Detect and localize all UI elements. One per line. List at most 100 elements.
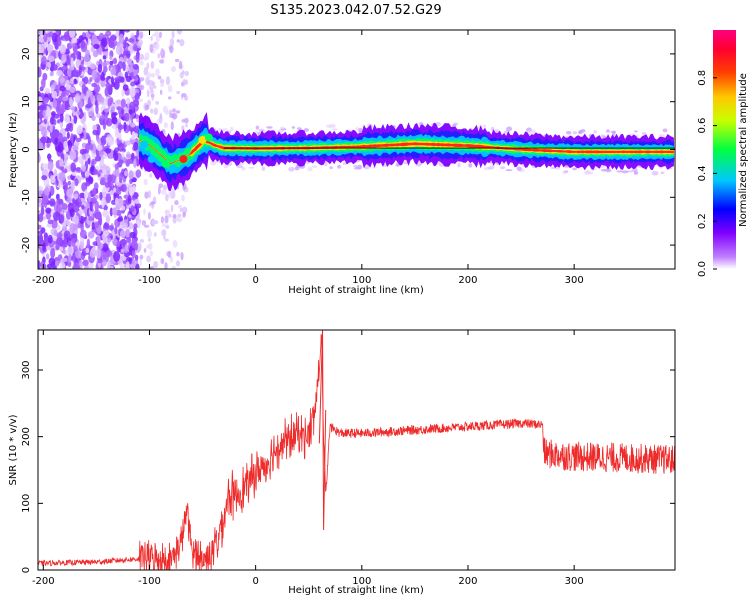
heatmap-cell bbox=[66, 131, 70, 140]
heatmap-cell bbox=[164, 262, 168, 269]
heatmap-cell bbox=[662, 128, 668, 133]
heatmap-blob bbox=[204, 133, 213, 142]
heatmap-cell bbox=[605, 167, 612, 173]
heatmap-cell bbox=[102, 169, 107, 175]
snr-y-tick-label: 0 bbox=[21, 567, 32, 573]
heatmap-cell bbox=[128, 109, 133, 115]
heatmap-cell bbox=[60, 262, 66, 269]
heatmap-cell bbox=[120, 108, 124, 115]
heatmap-cell bbox=[76, 167, 81, 173]
heatmap-cell bbox=[74, 93, 81, 104]
heatmap-cell bbox=[146, 255, 151, 263]
heatmap-cell bbox=[184, 70, 190, 76]
heatmap-cell bbox=[167, 250, 172, 259]
heatmap-cell bbox=[123, 112, 130, 122]
heatmap-cell bbox=[99, 191, 103, 201]
heatmap-cell bbox=[67, 140, 73, 151]
heatmap-cell bbox=[108, 37, 115, 49]
heatmap-cell bbox=[105, 147, 112, 154]
heatmap-cell bbox=[169, 38, 175, 47]
heatmap-cell bbox=[107, 139, 114, 147]
heatmap-cell bbox=[150, 61, 155, 69]
heatmap-cell bbox=[75, 265, 81, 269]
heatmap-cell bbox=[87, 231, 95, 239]
heatmap-cell bbox=[104, 182, 111, 188]
heatmap-cell bbox=[64, 127, 71, 132]
heatmap-cell bbox=[176, 90, 181, 95]
heatmap-cell bbox=[104, 86, 109, 97]
heatmap-cell bbox=[124, 243, 129, 254]
heatmap-cell bbox=[61, 65, 68, 71]
heatmap-cell bbox=[170, 66, 177, 73]
heatmap-cell bbox=[74, 205, 79, 214]
heatmap-cell bbox=[41, 78, 46, 89]
heatmap-cell bbox=[38, 224, 42, 230]
heatmap-cell bbox=[62, 249, 66, 255]
heatmap-cell bbox=[150, 265, 155, 269]
heatmap-cell bbox=[79, 229, 87, 239]
heatmap-cell bbox=[161, 189, 167, 195]
spectrogram-y-label: Frequency (Hz) bbox=[8, 112, 19, 188]
heatmap-cell bbox=[115, 30, 120, 37]
heatmap-marks bbox=[38, 30, 675, 269]
heatmap-cell bbox=[125, 261, 130, 269]
heatmap-cell bbox=[185, 123, 188, 128]
heatmap-cell bbox=[178, 60, 183, 70]
heatmap-cell bbox=[72, 197, 76, 205]
heatmap-cell bbox=[113, 187, 117, 193]
spectrogram-x-label: Height of straight line (km) bbox=[288, 285, 424, 296]
snr-x-tick-label: -200 bbox=[32, 576, 55, 587]
heatmap-cell bbox=[73, 193, 79, 200]
heatmap-cell bbox=[112, 238, 118, 246]
heatmap-cell bbox=[76, 50, 80, 61]
heatmap-cell bbox=[45, 253, 50, 260]
heatmap-cell bbox=[45, 207, 52, 214]
heatmap-cell bbox=[90, 93, 94, 103]
heatmap-cell bbox=[527, 130, 534, 134]
spectrogram-y-tick-label: -10 bbox=[21, 189, 32, 205]
heatmap-cell bbox=[134, 199, 140, 204]
heatmap-cell bbox=[38, 66, 42, 73]
heatmap-cell bbox=[51, 32, 58, 43]
heatmap-cell bbox=[73, 115, 78, 124]
heatmap-cell bbox=[38, 96, 43, 106]
heatmap-cell bbox=[125, 153, 133, 159]
heatmap-cell bbox=[160, 83, 165, 88]
heatmap-cell bbox=[109, 207, 113, 217]
heatmap-cell bbox=[52, 98, 58, 110]
heatmap-cell bbox=[69, 155, 74, 160]
heatmap-cell bbox=[634, 130, 638, 133]
heatmap-cell bbox=[94, 194, 99, 199]
heatmap-cell bbox=[133, 223, 138, 229]
heatmap-cell bbox=[660, 171, 665, 175]
heatmap-cell bbox=[182, 211, 186, 218]
heatmap-cell bbox=[153, 107, 158, 116]
heatmap-cell bbox=[38, 234, 43, 245]
heatmap-cell bbox=[87, 191, 91, 203]
heatmap-cell bbox=[149, 250, 154, 257]
heatmap-cell bbox=[223, 164, 229, 169]
heatmap-cell bbox=[47, 234, 53, 244]
heatmap-cell bbox=[134, 75, 138, 83]
heatmap-cell bbox=[155, 68, 160, 77]
heatmap-cell bbox=[148, 237, 151, 242]
spectrogram-x-tick-label: -100 bbox=[138, 275, 161, 286]
heatmap-cell bbox=[627, 170, 634, 173]
heatmap-cell bbox=[143, 67, 149, 76]
spectrogram-y-tick-label: 0 bbox=[21, 146, 32, 152]
heatmap-cell bbox=[48, 257, 56, 266]
snr-panel: -200 -100 0 100 200 300 0 100 200 300 Height of … bbox=[8, 329, 676, 596]
spectrogram-y-tick-label: 20 bbox=[21, 48, 32, 61]
heatmap-cell bbox=[57, 36, 62, 47]
heatmap-cell bbox=[81, 83, 87, 94]
heatmap-cell bbox=[49, 198, 56, 207]
heatmap-cell bbox=[112, 57, 118, 65]
heatmap-cell bbox=[572, 131, 578, 135]
heatmap-cell bbox=[288, 167, 295, 172]
heatmap-cell bbox=[172, 213, 177, 219]
heatmap-cell bbox=[606, 129, 610, 133]
heatmap-cell bbox=[59, 166, 65, 171]
heatmap-cell bbox=[125, 228, 130, 238]
heatmap-cell bbox=[105, 83, 112, 88]
